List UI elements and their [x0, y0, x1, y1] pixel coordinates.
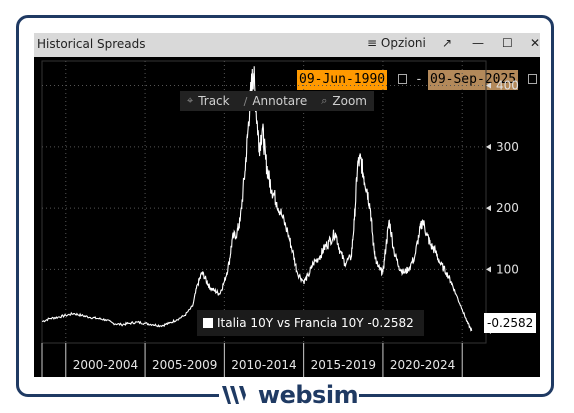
chart-toolbar: ⌖ Track ∕ Annotare ⌕ Zoom — [180, 91, 374, 111]
options-menu[interactable]: ≡ Opzioni — [367, 36, 426, 50]
websim-logo-icon — [221, 386, 246, 404]
x-tick-label: 2000-2004 — [73, 358, 138, 372]
x-tick-label: 2010-2014 — [231, 358, 296, 372]
x-tick-label: 2015-2019 — [311, 358, 376, 372]
plot-border — [41, 60, 487, 344]
y-tick-label: 400 — [496, 79, 519, 93]
y-tick-label: 300 — [496, 140, 519, 154]
series-line — [41, 66, 473, 332]
y-tick-mark — [486, 82, 491, 89]
y-tick-mark — [486, 266, 491, 273]
annotate-label: Annotare — [252, 94, 308, 108]
y-tick-label: 200 — [496, 201, 519, 215]
pencil-icon: ∕ — [243, 94, 248, 108]
chart-legend[interactable]: Italia 10Y vs Francia 10Y -0.2582 — [197, 310, 424, 336]
date-from-field[interactable]: 09-Jun-1990 — [297, 70, 388, 90]
track-label: Track — [198, 94, 230, 108]
zoom-label: Zoom — [332, 94, 367, 108]
x-axis: 2000-2004 2005-2009 2010-2014 2015-2019 2020… — [41, 343, 463, 377]
spread-chart: 2000-2004 2005-2009 2010-2014 2015-2019 2020… — [41, 60, 519, 377]
chart-grid — [41, 60, 487, 344]
menu-icon: ≡ — [367, 36, 381, 50]
window-title: Historical Spreads — [37, 37, 146, 51]
websim-wordmark: websim — [257, 381, 359, 409]
websim-logo: websim — [219, 380, 359, 410]
y-tick-mark — [486, 205, 491, 212]
options-label: Opzioni — [380, 36, 426, 50]
annotate-tool[interactable]: ∕ Annotare — [237, 94, 315, 108]
close-icon[interactable]: ✕ — [530, 36, 540, 50]
x-tick-label: 2005-2009 — [152, 358, 217, 372]
maximize-icon[interactable]: ☐ — [502, 36, 513, 50]
date-separator: - — [415, 72, 423, 87]
track-tool[interactable]: ⌖ Track — [180, 94, 237, 108]
legend-label: Italia 10Y vs Francia 10Y -0.2582 — [217, 316, 414, 330]
x-tick-label: 2020-2024 — [390, 358, 455, 372]
legend-swatch — [203, 318, 213, 328]
last-value-label: -0.2582 — [484, 313, 537, 333]
popout-icon[interactable]: ↗ — [442, 36, 453, 50]
historical-spreads-window: Historical Spreads ≡ Opzioni ↗ — ☐ ✕ 09-… — [34, 33, 540, 377]
minimize-icon[interactable]: — — [472, 36, 484, 50]
calendar-icon[interactable] — [528, 74, 537, 84]
y-axis: 100 200 300 400 — [486, 79, 519, 334]
y-tick-label: 100 — [496, 262, 519, 276]
date-to-field[interactable]: 09-Sep-2025 — [428, 70, 519, 90]
y-tick-mark — [486, 143, 491, 150]
title-bar: Historical Spreads ≡ Opzioni ↗ — ☐ ✕ — [34, 33, 540, 57]
zoom-tool[interactable]: ⌕ Zoom — [314, 94, 374, 108]
magnifier-icon: ⌕ — [321, 94, 328, 107]
crosshair-icon: ⌖ — [187, 94, 194, 107]
calendar-icon[interactable] — [398, 74, 407, 84]
